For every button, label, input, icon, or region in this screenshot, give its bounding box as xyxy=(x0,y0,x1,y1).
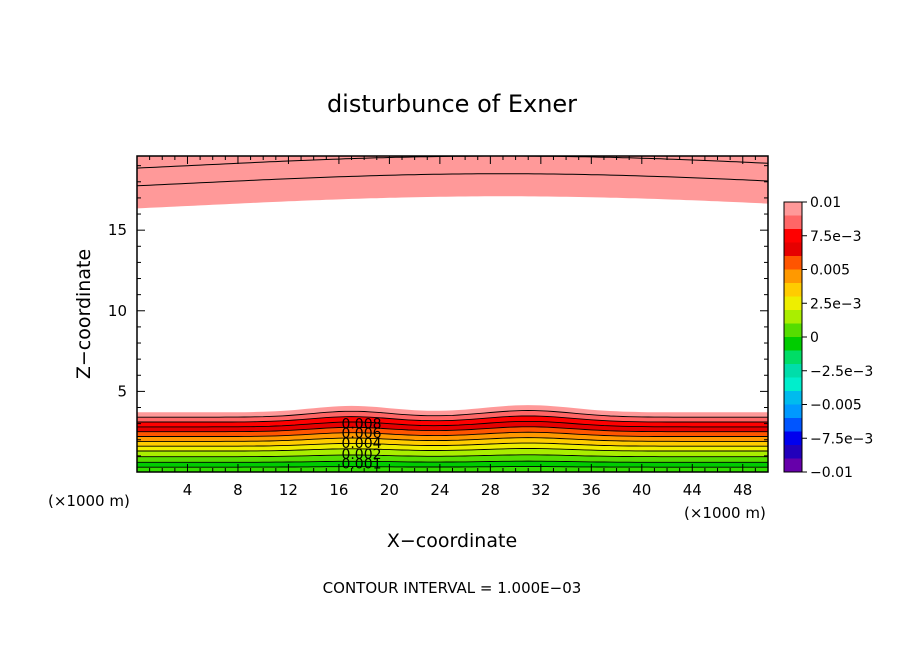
contour-interval-note: CONTOUR INTERVAL = 1.000E−03 xyxy=(323,579,582,597)
lower-contour-line-8 xyxy=(137,454,768,458)
colorbar-swatch xyxy=(784,310,802,324)
colorbar-swatch xyxy=(784,418,802,432)
colorbar-swatch xyxy=(784,377,802,392)
colorbar-label: −0.005 xyxy=(810,398,862,414)
x-tick-label: 16 xyxy=(329,481,348,499)
contour-lines xyxy=(136,155,769,468)
lower-contour-line-10 xyxy=(137,466,768,468)
y-axis-label: Z−coordinate xyxy=(73,249,95,379)
colorbar-label: 0.01 xyxy=(810,195,841,211)
colorbar-label: 0.005 xyxy=(810,263,850,279)
x-tick-label: 24 xyxy=(430,481,449,499)
colorbar-swatch xyxy=(784,404,802,419)
x-tick-label: 44 xyxy=(683,481,702,499)
lower-contour-line-1 xyxy=(137,415,768,423)
colorbar-swatch xyxy=(784,323,802,338)
x-tick-label: 28 xyxy=(481,481,500,499)
lower-contour-line-6 xyxy=(137,442,768,447)
x-axis-label: X−coordinate xyxy=(387,530,517,552)
contour-label-0: 0.008 xyxy=(341,416,381,432)
x-tick-label: 8 xyxy=(233,481,243,499)
colorbar: 0.01 7.5e−3 0.005 2.5e−3 0 −2.5e−3 −0.005 −7.5e… xyxy=(783,195,873,481)
colorbar-swatch xyxy=(784,391,802,405)
colorbar-swatch xyxy=(784,296,802,311)
x-tick-label: 36 xyxy=(582,481,601,499)
colorbar-swatch xyxy=(784,283,802,297)
chart-title: disturbunce of Exner xyxy=(327,90,577,118)
colorbar-swatch xyxy=(784,337,802,351)
colorbar-label: 7.5e−3 xyxy=(810,229,862,245)
contour-label-3: 0.002 xyxy=(341,447,381,463)
colorbar-swatch xyxy=(784,350,802,365)
colorbar-label: 0 xyxy=(810,330,819,346)
x-axis: 4 8 12 16 20 24 28 32 36 40 44 48 xyxy=(136,156,769,499)
x-tick-label: 20 xyxy=(380,481,399,499)
colorbar-swatch xyxy=(784,445,802,459)
lower-contour-line-5 xyxy=(137,437,768,442)
contour-label-1: 0.006 xyxy=(341,426,381,442)
colorbar-swatch xyxy=(784,242,802,257)
colorbar-label: −2.5e−3 xyxy=(810,364,873,380)
colorbar-label: −7.5e−3 xyxy=(810,431,873,447)
lower-contour-line-7 xyxy=(137,448,768,452)
upper-contour-line-1 xyxy=(136,173,769,187)
colorbar-swatch xyxy=(784,202,802,216)
y-tick-label: 5 xyxy=(117,382,127,400)
x-tick-label: 32 xyxy=(531,481,550,499)
x-unit-left: (×1000 m) xyxy=(48,492,130,510)
upper-band-2 xyxy=(137,156,768,209)
colorbar-swatch xyxy=(784,256,802,270)
contour-label-4: 0.001 xyxy=(341,457,381,473)
colorbar-swatch xyxy=(784,364,802,378)
lower-contour-line-3 xyxy=(137,426,768,433)
y-tick-label: 15 xyxy=(108,221,127,239)
y-tick-label: 10 xyxy=(108,302,127,320)
colorbar-label: 2.5e−3 xyxy=(810,296,862,312)
lower-contour-line-4 xyxy=(137,431,768,437)
x-tick-label: 48 xyxy=(733,481,752,499)
colorbar-swatch xyxy=(784,269,802,284)
colorbar-swatch xyxy=(784,458,802,473)
x-unit-right: (×1000 m) xyxy=(684,504,766,522)
colorbar-swatch xyxy=(784,215,802,230)
colorbar-swatch xyxy=(784,431,802,446)
lower-contour-line-9 xyxy=(137,460,768,463)
colorbar-swatch xyxy=(784,229,802,243)
x-tick-label: 12 xyxy=(279,481,298,499)
colorbar-label: −0.01 xyxy=(810,465,853,481)
lower-contour-line-0 xyxy=(137,410,768,418)
x-tick-label: 40 xyxy=(632,481,651,499)
contour-label-2: 0.004 xyxy=(341,436,381,452)
plot-area xyxy=(137,156,768,472)
lower-contour-line-2 xyxy=(137,420,768,428)
y-axis: 5 10 15 xyxy=(108,165,768,473)
x-tick-label: 4 xyxy=(183,481,193,499)
